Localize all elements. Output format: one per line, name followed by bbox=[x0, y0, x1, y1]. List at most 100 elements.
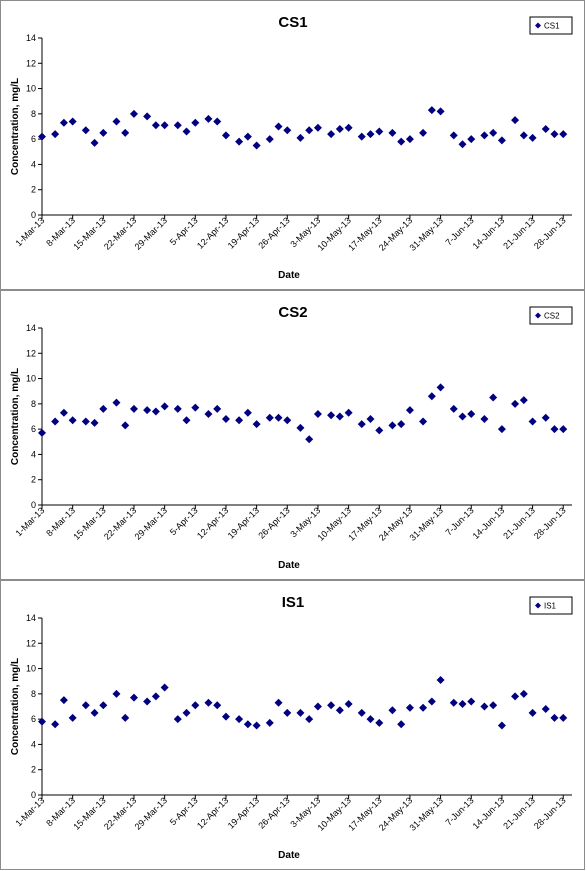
data-point-is1-12 bbox=[160, 683, 169, 692]
data-point-cs1-21 bbox=[252, 141, 261, 150]
x-tick-label: 31-May-13 bbox=[408, 215, 445, 252]
data-point-is1-13 bbox=[173, 715, 182, 724]
data-point-is1-6 bbox=[99, 701, 108, 710]
y-tick-label: 6 bbox=[31, 134, 36, 144]
data-point-cs2-11 bbox=[151, 407, 160, 416]
data-point-cs2-41 bbox=[458, 412, 467, 421]
data-point-is1-32 bbox=[366, 715, 375, 724]
data-point-is1-33 bbox=[375, 718, 384, 727]
data-point-cs2-21 bbox=[252, 420, 261, 429]
data-point-cs1-7 bbox=[112, 117, 121, 126]
legend: IS1 bbox=[529, 596, 573, 615]
data-point-is1-24 bbox=[283, 708, 292, 717]
data-point-is1-2 bbox=[59, 696, 68, 705]
x-tick-label: 29-Mar-13 bbox=[133, 795, 169, 831]
data-point-cs2-31 bbox=[357, 420, 366, 429]
data-point-is1-51 bbox=[559, 713, 568, 722]
data-point-cs2-12 bbox=[160, 402, 169, 411]
data-point-is1-49 bbox=[541, 705, 550, 714]
data-point-cs2-51 bbox=[559, 425, 568, 434]
data-point-cs2-36 bbox=[405, 406, 414, 415]
data-point-is1-15 bbox=[191, 701, 200, 710]
data-point-cs1-38 bbox=[427, 106, 436, 115]
data-point-cs1-22 bbox=[265, 135, 274, 144]
data-point-cs2-15 bbox=[191, 403, 200, 412]
x-tick-label: 26-Apr-13 bbox=[256, 215, 291, 250]
y-tick-label: 0 bbox=[31, 210, 36, 220]
data-point-cs1-24 bbox=[283, 126, 292, 135]
x-axis-label: Date bbox=[278, 850, 300, 861]
data-point-cs2-22 bbox=[265, 413, 274, 422]
data-point-cs1-2 bbox=[59, 118, 68, 127]
data-point-cs2-25 bbox=[296, 423, 305, 432]
data-point-is1-50 bbox=[550, 713, 559, 722]
data-point-is1-21 bbox=[252, 721, 261, 730]
data-point-cs2-3 bbox=[68, 416, 77, 425]
y-tick-label: 2 bbox=[31, 185, 36, 195]
data-point-is1-40 bbox=[449, 698, 458, 707]
data-point-cs2-44 bbox=[489, 393, 498, 402]
y-tick-label: 2 bbox=[31, 765, 36, 775]
data-point-cs1-40 bbox=[449, 131, 458, 140]
data-point-cs2-7 bbox=[112, 398, 121, 407]
x-tick-label: 12-Apr-13 bbox=[195, 505, 230, 540]
y-axis-label: Concentration, mg/L bbox=[10, 658, 21, 755]
data-point-cs2-48 bbox=[528, 417, 537, 426]
data-point-is1-8 bbox=[121, 713, 130, 722]
data-point-cs1-10 bbox=[143, 112, 152, 121]
y-tick-label: 14 bbox=[26, 323, 36, 333]
data-point-cs2-39 bbox=[436, 383, 445, 392]
y-axis-label: Concentration, mg/L bbox=[10, 368, 21, 465]
data-point-cs1-34 bbox=[388, 128, 397, 137]
data-point-cs1-23 bbox=[274, 122, 283, 131]
data-point-cs1-50 bbox=[550, 130, 559, 139]
data-point-cs1-0 bbox=[38, 132, 46, 141]
data-point-is1-34 bbox=[388, 706, 397, 715]
data-point-cs1-44 bbox=[489, 128, 498, 137]
data-point-cs1-9 bbox=[129, 109, 138, 118]
chart-title: CS1 bbox=[278, 14, 307, 31]
data-point-cs1-19 bbox=[235, 137, 244, 146]
data-point-cs1-26 bbox=[305, 126, 314, 135]
data-point-cs2-43 bbox=[480, 415, 489, 424]
data-point-cs2-37 bbox=[419, 417, 428, 426]
x-tick-label: 31-May-13 bbox=[408, 795, 445, 832]
data-point-cs1-4 bbox=[81, 126, 90, 135]
y-tick-label: 10 bbox=[26, 84, 36, 94]
y-tick-label: 4 bbox=[31, 159, 36, 169]
data-point-is1-19 bbox=[235, 715, 244, 724]
data-point-cs1-37 bbox=[419, 128, 428, 137]
chart-cs1: CS1024681012141-Mar-138-Mar-1315-Mar-132… bbox=[10, 14, 573, 281]
chart-panel-is1: IS1 0 2 4 6 8 10 12 14 1-Mar-13 8-Mar-13 15-Mar-13 2… bbox=[0, 580, 585, 870]
data-point-cs2-13 bbox=[173, 404, 182, 413]
data-point-cs1-16 bbox=[204, 114, 213, 123]
data-point-cs2-9 bbox=[129, 404, 138, 413]
x-tick-label: 21-Jun-13 bbox=[501, 215, 537, 251]
data-point-cs1-20 bbox=[243, 132, 252, 141]
data-point-cs1-28 bbox=[327, 130, 336, 139]
legend: CS2 bbox=[529, 306, 573, 325]
data-point-cs2-19 bbox=[235, 416, 244, 425]
data-point-cs2-14 bbox=[182, 416, 191, 425]
data-point-is1-20 bbox=[243, 720, 252, 729]
y-tick-label: 12 bbox=[26, 348, 36, 358]
data-point-cs2-28 bbox=[327, 411, 336, 420]
data-point-cs2-33 bbox=[375, 426, 384, 435]
data-point-cs2-34 bbox=[388, 421, 397, 430]
y-tick-label: 8 bbox=[31, 689, 36, 699]
data-point-is1-47 bbox=[519, 689, 528, 698]
data-point-cs1-49 bbox=[541, 125, 550, 134]
chart-panel-cs1: CS1 0 2 4 6 8 10 12 14 1-Mar-13 8-Mar-13 15-Mar-13 2… bbox=[0, 0, 585, 290]
data-point-cs2-47 bbox=[519, 396, 528, 405]
data-point-is1-37 bbox=[419, 703, 428, 712]
data-point-is1-36 bbox=[405, 703, 414, 712]
data-point-cs1-30 bbox=[344, 123, 353, 132]
x-tick-label: 28-Jun-13 bbox=[532, 505, 568, 541]
x-axis-label: Date bbox=[278, 270, 300, 281]
x-tick-label: 29-Mar-13 bbox=[133, 215, 169, 251]
legend-label: CS1 bbox=[544, 22, 560, 31]
data-point-cs2-40 bbox=[449, 404, 458, 413]
data-point-cs2-26 bbox=[305, 435, 314, 444]
x-tick-label: 28-Jun-13 bbox=[532, 215, 568, 251]
